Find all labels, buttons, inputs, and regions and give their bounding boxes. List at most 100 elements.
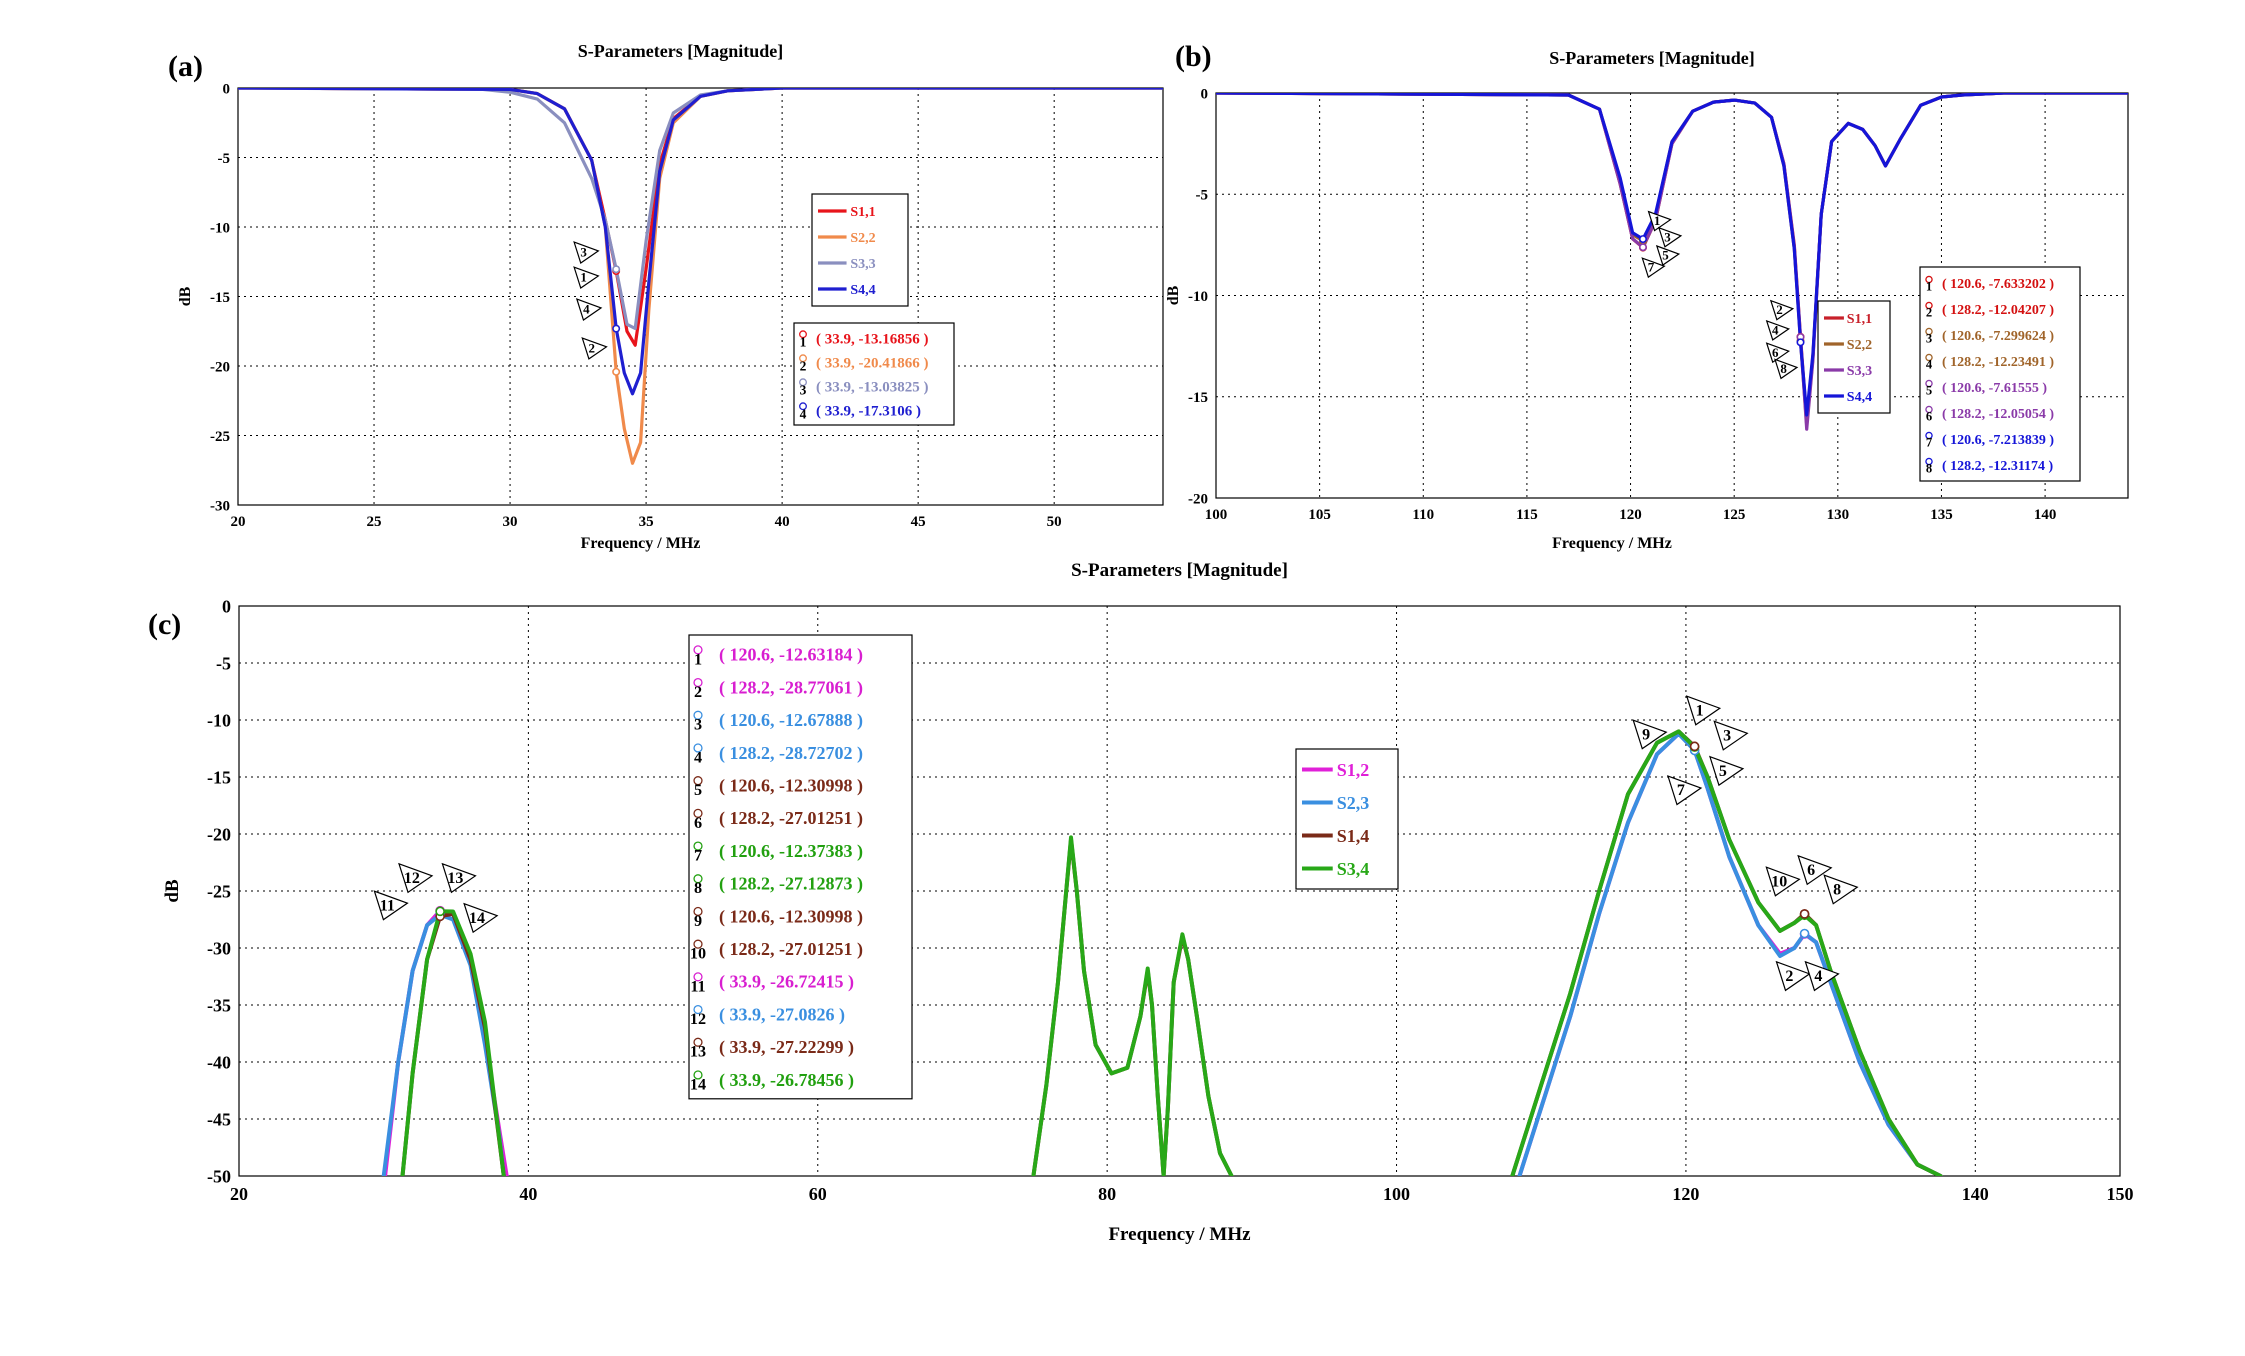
marker-point-8: [1796, 338, 1805, 347]
y-tick-label: 0: [223, 81, 231, 97]
readout-marker-id: 3: [694, 716, 702, 734]
legend-label: S4,4: [1847, 390, 1872, 405]
marker-flag: 4: [1765, 319, 1791, 341]
readout-value: ( 33.9, -26.72415 ): [719, 972, 854, 993]
marker-flag-shape: [1775, 960, 1811, 992]
marker-flag-label: 3: [580, 245, 587, 260]
readout-marker-id: 11: [690, 977, 705, 995]
marker-flag-label: 4: [1772, 322, 1779, 337]
readout-marker-id: 13: [690, 1043, 706, 1061]
marker-flag-shape: [575, 298, 603, 321]
marker-flag-label: 11: [380, 897, 395, 914]
y-tick-label: -5: [218, 151, 231, 167]
marker-flag: 5: [1655, 245, 1681, 266]
y-axis-label: dB: [177, 286, 194, 306]
marker-flag: 3: [573, 241, 600, 264]
y-tick-label: 0: [1201, 86, 1209, 102]
readout-marker-id: 2: [800, 358, 807, 373]
marker-flag-shape: [1647, 210, 1672, 232]
marker-flag-shape: [1632, 719, 1668, 750]
marker-flag: 7: [1641, 257, 1666, 279]
legend-label: S3,4: [1337, 859, 1370, 879]
marker-flag-shape: [1774, 358, 1799, 380]
marker-flag-shape: [1655, 245, 1681, 266]
readout-marker-icon: [799, 330, 807, 339]
marker-flag-shape: [441, 862, 477, 894]
marker-point-9: [1689, 741, 1700, 752]
legend-label: S1,4: [1337, 826, 1370, 846]
marker-flag-label: 3: [1664, 229, 1671, 244]
marker-flag-shape: [1765, 342, 1791, 364]
y-tick-label: -50: [207, 1166, 231, 1186]
marker-flag-label: 13: [447, 870, 463, 887]
marker-flag-shape: [1713, 720, 1749, 751]
y-axis-label: dB: [162, 879, 183, 903]
readout-value: ( 120.6, -12.37383 ): [719, 841, 863, 862]
readout-marker-icon: [693, 808, 703, 818]
marker-point-14: [435, 906, 445, 917]
readout-marker-icon: [693, 645, 703, 655]
x-axis-label: Frequency / MHz: [581, 535, 701, 552]
readout-value: ( 128.2, -28.72702 ): [719, 743, 863, 764]
x-tick-label: 115: [1516, 507, 1538, 523]
marker-flag-shape: [1685, 695, 1722, 726]
x-axis-label: Frequency / MHz: [1552, 535, 1672, 552]
y-tick-label: -20: [210, 359, 230, 375]
marker-flag-label: 4: [1814, 968, 1822, 985]
readout-marker-icon: [693, 939, 703, 949]
marker-point-2: [612, 367, 621, 376]
marker-flag: 14: [463, 902, 499, 934]
legend-box: [1817, 300, 1891, 414]
y-tick-label: -25: [207, 881, 231, 901]
marker-flag: 4: [575, 298, 603, 321]
marker-flag-shape: [1709, 755, 1745, 787]
readout-marker-icon: [693, 874, 703, 884]
marker-flag: 5: [1709, 755, 1745, 787]
readout-marker-id: 6: [1926, 410, 1932, 424]
marker-point-4: [1799, 928, 1810, 939]
chart-title: S-Parameters [Magnitude]: [1071, 560, 1288, 581]
readout-value: ( 33.9, -27.0826 ): [719, 1004, 845, 1025]
marker-readout-box: 1 ( 33.9, -13.16856 ) 2 ( 33.9, -20.41866 )…: [793, 322, 955, 426]
marker-flag-shape: [1769, 299, 1795, 321]
marker-flag: 2: [1775, 960, 1811, 992]
x-axis-label: Frequency / MHz: [1108, 1224, 1251, 1245]
marker-flag-shape: [1823, 874, 1859, 905]
marker-flag-label: 14: [469, 910, 485, 927]
marker-flag: 9: [1632, 719, 1668, 750]
readout-marker-icon: [799, 402, 807, 411]
x-tick-label: 35: [639, 514, 654, 530]
readout-marker-icon: [1925, 379, 1933, 388]
readout-value: ( 128.2, -28.77061 ): [719, 677, 863, 698]
x-tick-label: 140: [1962, 1184, 1989, 1204]
legend-label: S1,1: [1847, 312, 1872, 327]
x-tick-label: 60: [809, 1184, 827, 1204]
series-group: [381, 729, 1943, 1176]
readout-value: ( 33.9, -17.3106 ): [816, 403, 921, 419]
marker-flag: 2: [1769, 299, 1795, 321]
legend-label: S2,3: [1337, 793, 1370, 813]
marker-point-7: [1638, 235, 1647, 244]
marker-flag-shape: [581, 337, 608, 360]
marker-flag-label: 3: [1723, 727, 1731, 744]
marker-flag-label: 7: [1648, 260, 1655, 275]
readout-value: ( 120.6, -7.299624 ): [1942, 329, 2054, 344]
legend-label: S3,3: [850, 257, 875, 272]
x-tick-label: 20: [230, 1184, 248, 1204]
x-tick-label: 50: [1047, 514, 1062, 530]
marker-flag-label: 5: [1662, 248, 1669, 263]
readout-marker-id: 2: [694, 683, 702, 701]
readout-value: ( 120.6, -12.30998 ): [719, 775, 863, 796]
readout-marker-id: 4: [694, 748, 702, 766]
legend: S1,2 S2,3 S1,4 S3,4: [1295, 748, 1399, 890]
readout-value: ( 33.9, -13.16856 ): [816, 331, 929, 347]
readout-value: ( 33.9, -26.78456 ): [719, 1070, 854, 1091]
legend-label: S1,2: [1337, 760, 1370, 780]
marker-flag: 10: [1765, 866, 1801, 897]
readout-marker-icon: [693, 906, 703, 917]
readout-marker-id: 14: [690, 1075, 706, 1093]
readout-marker-icon: [693, 841, 703, 851]
y-tick-label: -45: [207, 1109, 231, 1129]
marker-flag-label: 8: [1780, 361, 1787, 376]
readout-marker-icon: [1925, 275, 1933, 284]
